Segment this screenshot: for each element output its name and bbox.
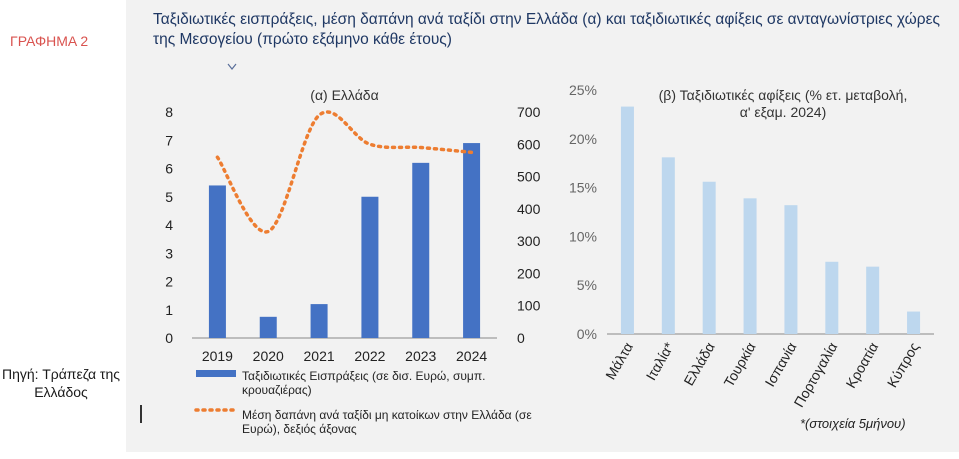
right-axis-tick-label: 700 — [517, 104, 541, 120]
bar-arrivals — [702, 181, 716, 334]
chevron-down-icon — [227, 63, 237, 70]
right-axis-tick-label: 600 — [517, 136, 541, 152]
chart-b-tick-label: 25% — [569, 82, 597, 98]
x-tick-label: 2023 — [405, 348, 436, 364]
chart-b-category-label: Ελλάδα — [680, 340, 717, 389]
series-line-avg-spending — [215, 110, 474, 234]
chart-number: ΓΡΑΦΗΜΑ 2 — [10, 33, 89, 49]
bar-receipts — [208, 185, 226, 338]
bar-arrivals — [743, 198, 757, 334]
left-axis-tick-label: 5 — [165, 189, 173, 205]
x-tick-label: 2020 — [253, 348, 284, 364]
x-tick-label: 2022 — [354, 348, 385, 364]
chart-title: Ταξιδιωτικές εισπράξεις, μέση δαπάνη ανά… — [153, 11, 940, 48]
left-axis-tick-label: 7 — [165, 132, 173, 148]
chart-b-title-line2: α' εξαμ. 2024) — [740, 104, 827, 120]
chart-b-category-label: Μάλτα — [602, 340, 636, 383]
x-tick-label: 2019 — [202, 348, 233, 364]
bar-receipts — [361, 196, 379, 338]
footnote: *(στοιχεία 5μήνου) — [800, 416, 906, 431]
chart-b-category-label: Ισπανία — [762, 340, 800, 390]
bar-receipts — [412, 162, 430, 338]
bar-receipts — [310, 304, 328, 338]
chart-b-category-label: Ιταλία* — [643, 339, 678, 383]
chart-b-tick-label: 10% — [569, 228, 597, 244]
bar-receipts — [259, 316, 277, 338]
chart-b-tick-label: 15% — [569, 180, 597, 196]
chart-panel — [126, 0, 959, 452]
x-tick-label: 2021 — [304, 348, 335, 364]
bar-arrivals — [620, 106, 634, 334]
chart-a-title: (α) Ελλάδα — [310, 87, 378, 103]
left-axis-tick-label: 6 — [165, 161, 173, 177]
chart-b-category-label: Κύπρος — [884, 339, 923, 390]
text-cursor — [140, 405, 142, 423]
bar-arrivals — [825, 261, 839, 334]
bar-arrivals — [661, 157, 675, 334]
chart-b-tick-label: 0% — [577, 326, 597, 342]
right-axis-tick-label: 100 — [517, 298, 541, 314]
left-axis-tick-label: 3 — [165, 245, 173, 261]
right-axis-tick-label: 300 — [517, 233, 541, 249]
left-axis-tick-label: 1 — [165, 302, 173, 318]
bar-arrivals — [907, 311, 921, 334]
right-axis-tick-label: 200 — [517, 265, 541, 281]
left-axis-tick-label: 4 — [165, 217, 173, 233]
right-axis-tick-label: 400 — [517, 201, 541, 217]
chart-b-category-label: Κροατία — [842, 340, 881, 391]
x-tick-label: 2024 — [456, 348, 487, 364]
left-axis-tick-label: 2 — [165, 274, 173, 290]
chart-b: (β) Ταξιδιωτικές αφίξεις (% ετ. μεταβολή… — [569, 82, 934, 410]
legend-swatch-receipts — [196, 370, 236, 377]
chart-b-category-label: Τουρκία — [720, 340, 758, 390]
legend-label-spending: Μέση δαπάνη ανά ταξίδι μη κατοίκων στην … — [242, 408, 532, 436]
chart-a: (α) Ελλάδα 0 1 2 3 4 5 6 7 8 0 100 200 300 400 500 600 70… — [165, 87, 541, 412]
bar-arrivals — [866, 266, 880, 334]
right-axis-tick-label: 500 — [517, 169, 541, 185]
left-axis-tick-label: 8 — [165, 104, 173, 120]
legend-label-receipts: Ταξιδιωτικές Εισπράξεις (σε δισ. Ευρώ, σ… — [242, 369, 486, 397]
bar-arrivals — [784, 205, 798, 334]
bar-receipts — [463, 143, 481, 338]
chart-b-tick-label: 20% — [569, 131, 597, 147]
left-axis-tick-label: 0 — [165, 330, 173, 346]
right-axis-tick-label: 0 — [517, 330, 525, 346]
chart-b-tick-label: 5% — [577, 277, 597, 293]
chart-b-title-line1: (β) Ταξιδιωτικές αφίξεις (% ετ. μεταβολή… — [659, 87, 908, 103]
source-note: Πηγή: Τράπεζα της Ελλάδος — [1, 366, 120, 400]
